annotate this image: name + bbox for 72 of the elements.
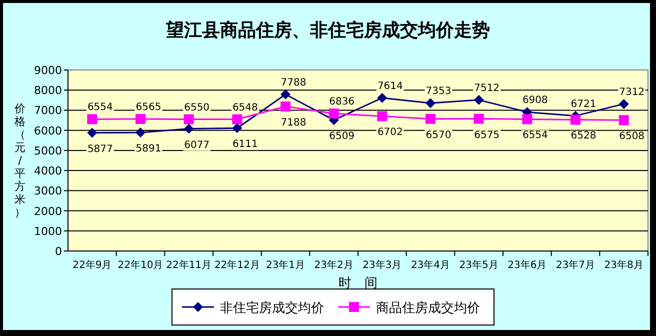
- data-label: 6508: [619, 131, 645, 142]
- x-tick-label: 23年2月: [314, 259, 354, 271]
- legend-label: 非住宅房成交均价: [220, 300, 324, 316]
- data-label: 7614: [377, 80, 403, 92]
- y-tick-label: 7000: [34, 104, 62, 118]
- x-tick-label: 23年5月: [459, 259, 498, 271]
- text: 价格（元/平方米）: [14, 102, 26, 219]
- y-tick-label: 3000: [34, 184, 62, 198]
- point: [426, 98, 436, 108]
- data-label: 6077: [184, 140, 210, 151]
- point: [184, 114, 194, 124]
- x-tick-label: 22年11月: [166, 259, 212, 271]
- data-label: 5877: [87, 144, 113, 155]
- y-tick-label: 2000: [34, 204, 62, 218]
- data-label: 6528: [570, 130, 596, 142]
- data-label: 6554: [87, 102, 113, 114]
- point: [377, 111, 388, 122]
- y-tick-label: 5000: [34, 144, 62, 158]
- data-label: 7788: [280, 77, 306, 88]
- data-label: 6702: [377, 127, 403, 138]
- point: [522, 114, 532, 124]
- x-tick-label: 22年9月: [72, 259, 112, 271]
- y-tick-label: 6000: [34, 124, 62, 138]
- data-label: 7188: [280, 117, 306, 128]
- data-label: 5891: [136, 144, 162, 155]
- point: [474, 94, 484, 105]
- y-tick-label: 4000: [34, 164, 62, 178]
- point: [377, 92, 388, 103]
- point: [136, 114, 146, 124]
- point: [184, 124, 194, 134]
- data-label: 6575: [474, 130, 500, 141]
- data-label: 6554: [522, 130, 548, 142]
- data-label: 6836: [329, 96, 355, 108]
- data-label: 6570: [426, 130, 452, 141]
- point: [280, 89, 290, 100]
- x-tick-label: 23年1月: [266, 259, 306, 271]
- data-label: 6721: [570, 98, 596, 110]
- data-label: 6550: [184, 102, 210, 114]
- point: [570, 114, 580, 125]
- data-label: 6565: [136, 102, 162, 113]
- data-label: 7312: [619, 86, 645, 98]
- point: [618, 98, 629, 109]
- x-tick-label: 23年7月: [556, 259, 596, 271]
- data-label: 6908: [522, 95, 548, 106]
- data-label: 6111: [232, 139, 258, 150]
- x-tick-label: 22年12月: [214, 259, 260, 271]
- point: [426, 114, 436, 124]
- point: [87, 114, 98, 124]
- y-tick-label: 1000: [34, 224, 62, 238]
- y-tick-label: 0: [55, 245, 62, 258]
- y-tick-label: 9000: [34, 64, 62, 77]
- data-label: 7353: [426, 86, 452, 98]
- point: [618, 115, 629, 126]
- legend-label: 商品住房成交均价: [376, 300, 480, 316]
- point: [87, 128, 98, 138]
- point: [280, 101, 290, 112]
- x-tick-label: 23年8月: [604, 259, 644, 271]
- point: [232, 123, 242, 134]
- point: [328, 108, 339, 119]
- data-label: 6548: [232, 102, 258, 114]
- point: [232, 114, 242, 124]
- point: [474, 114, 484, 124]
- x-tick-label: 23年3月: [362, 259, 402, 271]
- x-tick-label: 23年4月: [410, 259, 450, 271]
- x-tick-label: 22年10月: [118, 259, 164, 271]
- y-tick-label: 8000: [34, 84, 62, 98]
- x-tick-label: 23年6月: [508, 259, 547, 271]
- data-label: 6509: [329, 131, 355, 142]
- chart-title: 望江县商品住房、非住宅房成交均价走势: [165, 20, 490, 41]
- data-label: 7512: [474, 82, 500, 94]
- x-axis-title: 时 间: [338, 276, 378, 291]
- point: [136, 128, 146, 138]
